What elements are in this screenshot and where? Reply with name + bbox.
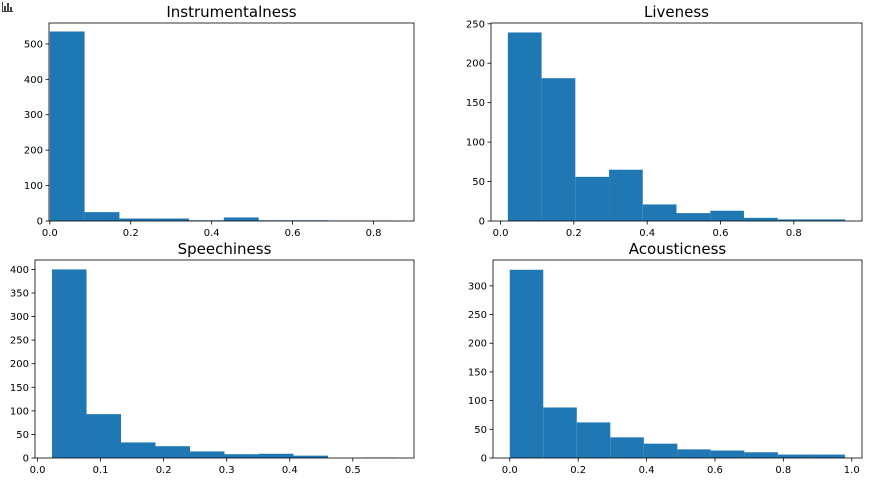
x-tick-label: 0.5 <box>345 465 361 476</box>
bar <box>507 32 542 221</box>
chart-title: Liveness <box>644 3 709 21</box>
y-tick-label: 0 <box>481 454 487 465</box>
bar <box>543 407 577 458</box>
y-tick-label: 150 <box>466 98 485 109</box>
y-tick-label: 150 <box>468 367 487 378</box>
bar <box>575 176 610 221</box>
y-tick-label: 300 <box>10 312 29 323</box>
y-tick-label: 300 <box>468 281 487 292</box>
y-tick-label: 400 <box>10 265 29 276</box>
bar <box>610 437 644 458</box>
bar <box>52 269 87 458</box>
x-tick-label: 0.4 <box>282 465 298 476</box>
x-tick-label: 0.2 <box>566 228 582 239</box>
y-tick-label: 300 <box>24 110 43 121</box>
y-tick-label: 150 <box>10 383 29 394</box>
y-tick-label: 200 <box>468 339 487 350</box>
chart-icon <box>2 2 13 12</box>
y-tick-label: 100 <box>24 181 43 192</box>
x-tick-label: 0.4 <box>639 228 655 239</box>
bar <box>293 455 328 458</box>
x-tick-label: 0.8 <box>775 465 791 476</box>
y-tick-label: 100 <box>468 396 487 407</box>
y-tick-label: 50 <box>472 177 485 188</box>
bar <box>224 454 259 458</box>
bar <box>121 442 156 458</box>
x-tick-label: 0.2 <box>156 465 172 476</box>
bar <box>84 212 120 221</box>
x-tick-label: 0.2 <box>123 228 139 239</box>
bar <box>777 219 812 221</box>
x-tick-label: 0.0 <box>493 228 509 239</box>
chart-title: Acousticness <box>629 240 727 258</box>
y-tick-label: 0 <box>23 454 29 465</box>
x-tick-label: 0.6 <box>713 228 729 239</box>
x-tick-label: 0.6 <box>707 465 723 476</box>
bar <box>811 219 846 221</box>
bar <box>154 218 190 221</box>
axes-frame <box>48 22 415 222</box>
y-tick-label: 100 <box>10 406 29 417</box>
axes-frame <box>492 259 863 459</box>
y-tick-label: 0 <box>37 217 43 228</box>
x-tick-label: 0.0 <box>42 228 58 239</box>
bar <box>643 443 678 458</box>
y-tick-label: 0 <box>479 217 485 228</box>
bar <box>777 454 812 458</box>
x-tick-label: 0.0 <box>502 465 518 476</box>
x-tick-label: 1.0 <box>844 465 860 476</box>
x-tick-label: 0.0 <box>30 465 46 476</box>
bar <box>119 218 155 221</box>
y-tick-label: 250 <box>468 310 487 321</box>
bar <box>676 213 711 221</box>
bar <box>744 452 778 458</box>
y-tick-label: 250 <box>466 19 485 30</box>
x-tick-label: 0.4 <box>204 228 220 239</box>
x-tick-label: 0.2 <box>570 465 586 476</box>
y-tick-label: 50 <box>16 430 29 441</box>
y-tick-label: 200 <box>466 59 485 70</box>
bar <box>710 210 744 221</box>
chart-title: Speechiness <box>178 240 272 258</box>
x-tick-label: 0.4 <box>639 465 655 476</box>
bar <box>155 446 191 458</box>
y-tick-label: 400 <box>24 75 43 86</box>
bar <box>190 451 225 458</box>
bar <box>710 450 745 458</box>
y-tick-label: 50 <box>474 425 487 436</box>
y-tick-label: 500 <box>24 39 43 50</box>
x-tick-label: 0.8 <box>786 228 802 239</box>
bar <box>541 78 576 222</box>
y-tick-label: 250 <box>10 336 29 347</box>
bar <box>811 454 845 458</box>
bar <box>49 31 85 221</box>
chart-title: Instrumentalness <box>166 3 296 21</box>
bar <box>509 269 544 458</box>
bar <box>86 414 122 458</box>
bar <box>677 449 711 458</box>
bar <box>642 204 677 221</box>
x-tick-label: 0.3 <box>219 465 235 476</box>
bar <box>223 217 259 221</box>
y-tick-label: 200 <box>10 359 29 370</box>
y-tick-label: 350 <box>10 289 29 300</box>
axes-frame <box>34 259 415 459</box>
x-tick-label: 0.1 <box>93 465 109 476</box>
bar <box>743 217 778 221</box>
y-tick-label: 100 <box>466 138 485 149</box>
bar <box>576 422 611 458</box>
x-tick-label: 0.8 <box>366 228 382 239</box>
bar <box>609 169 643 221</box>
bar <box>258 453 294 458</box>
y-tick-label: 200 <box>24 146 43 157</box>
x-tick-label: 0.6 <box>285 228 301 239</box>
axes-frame <box>490 22 863 222</box>
